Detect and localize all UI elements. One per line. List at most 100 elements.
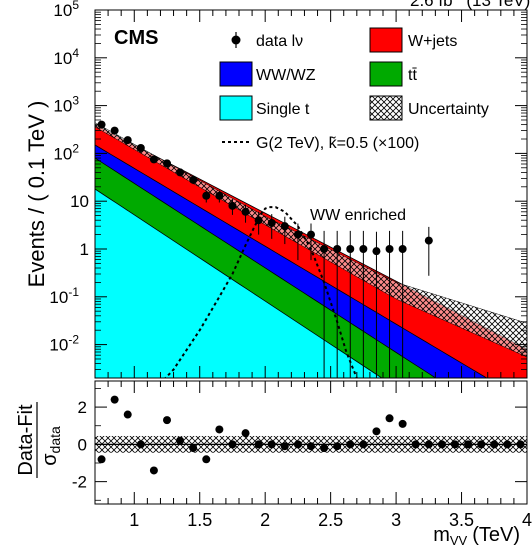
cms-label: CMS <box>114 27 158 49</box>
data-marker <box>372 247 381 256</box>
y-tick-label: 102 <box>53 141 79 163</box>
x-tick-label: 3.5 <box>449 510 474 530</box>
data-point <box>346 230 355 378</box>
data-point <box>385 230 394 378</box>
x-tick-label: 4 <box>522 510 532 530</box>
data-marker <box>359 244 368 253</box>
data-marker <box>136 143 145 152</box>
ratio-point <box>149 466 158 475</box>
ratio-point <box>398 419 407 428</box>
data-point <box>254 211 263 235</box>
ratio-point <box>293 440 302 449</box>
data-marker <box>163 159 171 168</box>
data-point <box>215 190 224 203</box>
region-annotation: WW enriched <box>310 207 406 224</box>
data-point <box>424 226 433 276</box>
ratio-y-tick-label: -2 <box>72 473 87 492</box>
ratio-point <box>424 440 433 449</box>
ratio-point <box>477 440 486 449</box>
ratio-point <box>385 414 394 423</box>
legend-data: data lν <box>231 32 303 50</box>
ratio-point <box>333 442 342 451</box>
data-marker <box>254 216 263 225</box>
y-tick-label: 10 <box>70 192 89 211</box>
legend-signal: G(2 TeV), k̃=0.5 (×100) <box>222 135 419 152</box>
ratio-point <box>359 440 368 449</box>
data-marker <box>123 136 132 145</box>
data-marker <box>280 222 289 231</box>
data-point <box>123 136 132 145</box>
x-tick-label: 2 <box>260 510 270 530</box>
data-point <box>267 214 276 239</box>
ratio-axes: -2 0 2 1 1.5 2 2.5 3 3.5 4 <box>72 381 532 530</box>
data-point <box>333 230 342 378</box>
data-point <box>202 190 211 203</box>
ratio-point <box>97 455 106 464</box>
main-frame <box>94 9 528 379</box>
svg-text:Uncertainty: Uncertainty <box>408 101 489 118</box>
ratio-point <box>215 425 224 434</box>
legend-ttbar: tt̄ <box>369 61 417 87</box>
ratio-point <box>202 455 211 464</box>
data-marker <box>228 201 237 210</box>
data-point <box>359 230 368 378</box>
ratio-point <box>123 410 132 419</box>
ratio-point <box>189 444 198 453</box>
main-y-axis-title: Events / ( 0.1 TeV ) <box>24 101 49 288</box>
ratio-point <box>437 440 446 449</box>
ratio-point <box>372 427 381 436</box>
ratio-plot-area <box>95 395 527 475</box>
x-tick-label: 3 <box>391 510 401 530</box>
main-axes: 10-2 10-1 1 10 102 103 104 105 <box>49 0 528 379</box>
svg-text:tt̄: tt̄ <box>408 67 417 84</box>
y-tick-label: 1 <box>80 240 89 259</box>
data-point <box>307 223 315 261</box>
data-marker <box>149 155 158 164</box>
ratio-point <box>110 395 119 404</box>
data-marker <box>267 218 276 227</box>
data-point <box>163 159 171 168</box>
data-point <box>228 199 237 215</box>
data-marker <box>176 168 185 177</box>
data-point <box>136 143 145 152</box>
singlet-stack <box>95 188 383 378</box>
data-point <box>189 175 198 185</box>
svg-text:W+jets: W+jets <box>408 33 457 50</box>
data-marker <box>110 126 119 135</box>
ratio-y-tick-label: 2 <box>78 398 87 417</box>
y-tick-label: 103 <box>53 94 79 116</box>
data-marker <box>307 230 315 239</box>
x-tick-label: 1.5 <box>187 510 212 530</box>
ratio-point <box>503 440 512 449</box>
data-marker <box>293 230 302 239</box>
ratio-point <box>176 436 185 445</box>
data-point <box>320 230 329 378</box>
data-marker <box>241 207 250 216</box>
svg-text:G(2 TeV), k̃=0.5 (×100): G(2 TeV), k̃=0.5 (×100) <box>256 135 419 152</box>
svg-text:data lν: data lν <box>256 33 303 50</box>
data-point <box>241 204 250 223</box>
data-marker <box>346 244 355 253</box>
ratio-point <box>254 440 263 449</box>
ratio-point <box>163 416 171 425</box>
x-tick-label: 1 <box>129 510 139 530</box>
svg-text:Data-Fit: Data-Fit <box>15 404 37 476</box>
data-marker <box>202 191 211 200</box>
data-marker <box>320 244 329 253</box>
ratio-point <box>280 442 289 451</box>
ratio-point <box>411 440 420 449</box>
y-tick-label: 104 <box>53 46 79 68</box>
x-axis-title: mVV (TeV) <box>433 524 520 547</box>
data-point <box>372 231 381 378</box>
ratio-point <box>451 440 459 449</box>
svg-text:WW/WZ: WW/WZ <box>256 67 316 84</box>
legend-uncertainty: Uncertainty <box>369 95 489 121</box>
ratio-point <box>490 440 499 449</box>
y-tick-label: 105 <box>53 0 79 20</box>
ratio-point <box>136 440 145 449</box>
data-marker <box>97 120 106 129</box>
data-marker <box>333 244 342 253</box>
x-tick-label: 2.5 <box>318 510 343 530</box>
data-point <box>293 223 302 261</box>
